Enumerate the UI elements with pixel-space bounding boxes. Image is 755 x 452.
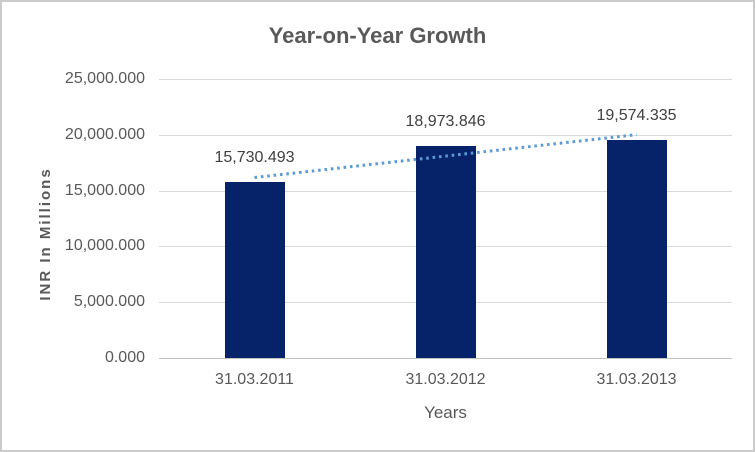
x-axis-tick-label: 31.03.2013: [596, 371, 677, 388]
gridline: [159, 79, 732, 80]
gridline: [159, 134, 732, 136]
bar-data-label: 15,730.493: [214, 149, 295, 167]
bar: [606, 139, 667, 358]
bar-data-label: 19,574.335: [596, 106, 677, 124]
x-axis-title: Years: [424, 403, 467, 422]
bar-data-label: 18,973.846: [405, 113, 486, 131]
x-axis-tick-label: 31.03.2012: [405, 371, 486, 388]
bar: [224, 182, 285, 358]
bar: [415, 146, 476, 358]
y-axis-tick-label: 5,000.000: [73, 293, 145, 311]
chart-title: Year-on-Year Growth: [268, 23, 487, 48]
gridline: [159, 358, 732, 359]
y-axis-tick-label: 20,000.000: [64, 125, 145, 143]
x-axis-tick-label: 31.03.2011: [215, 371, 294, 388]
y-axis-tick-label: 15,000.000: [64, 181, 145, 199]
y-axis-tick-label: 0.000: [104, 349, 145, 366]
y-axis-tick-label: 25,000.000: [64, 70, 145, 87]
y-axis-tick-label: 10,000.000: [64, 237, 145, 255]
